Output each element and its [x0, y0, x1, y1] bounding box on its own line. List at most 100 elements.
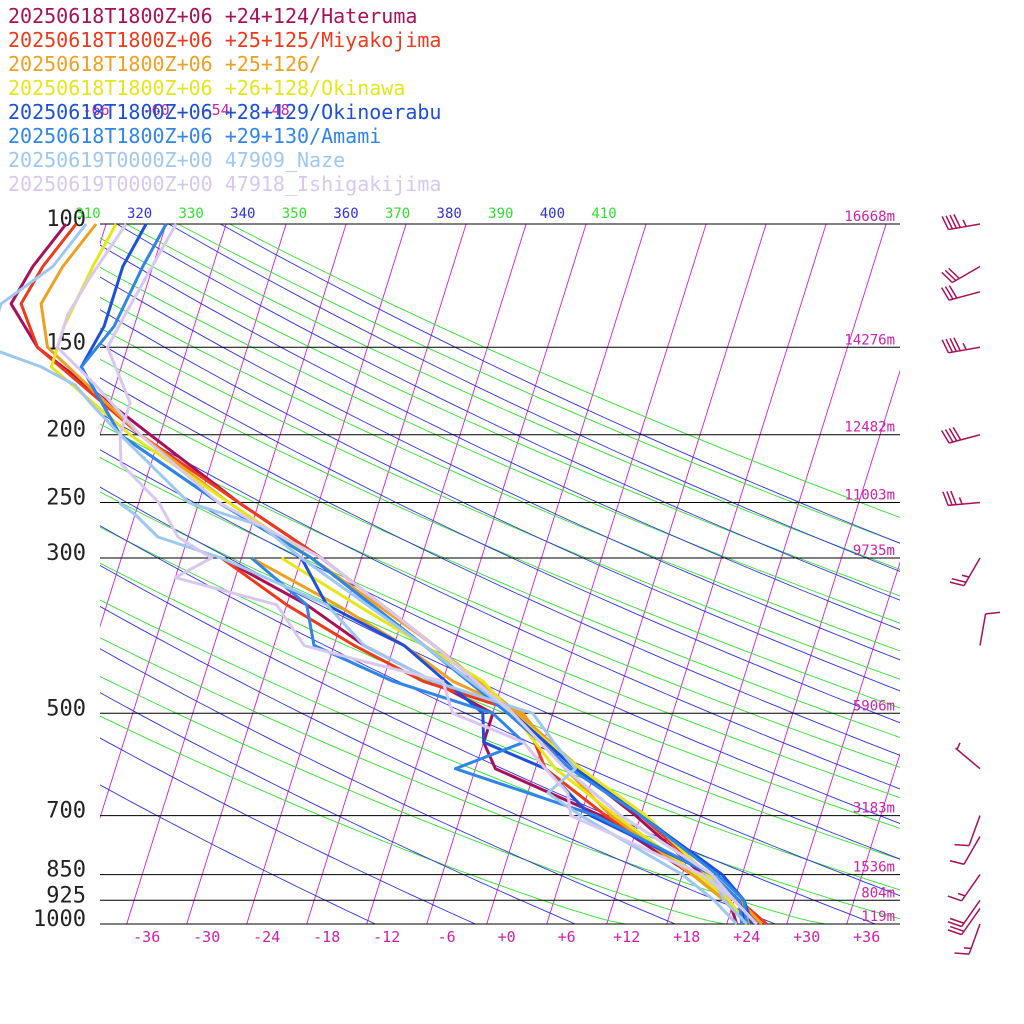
wind-barb: [940, 427, 981, 444]
theta-label: 310: [75, 206, 100, 222]
wind-barb-flag: [954, 952, 970, 955]
isotherm-line: [486, 224, 707, 924]
height-label: 14276m: [844, 332, 895, 348]
pressure-tick-label: 300: [46, 541, 86, 566]
wind-barb-flag: [944, 286, 954, 300]
isotherm-line: [100, 224, 227, 628]
theta-label: 370: [385, 206, 410, 222]
x-tick-label: +0: [498, 928, 516, 946]
wind-barb: [940, 285, 981, 301]
wind-barb-shaft: [968, 923, 981, 955]
wind-barb: [949, 557, 981, 587]
height-label: 3183m: [853, 801, 895, 817]
x-tick-label: +12: [613, 928, 640, 946]
pressure-tick-label: 925: [46, 883, 86, 908]
theta-label: 360: [333, 206, 358, 222]
legend-entry: 20250618T1800Z+06 +25+126/: [8, 52, 321, 76]
wind-barb: [947, 874, 981, 902]
wind-barb-flag: [941, 216, 950, 230]
x-tick-label: -36: [133, 928, 160, 946]
isotherm-line: [907, 224, 1024, 924]
wind-barb-flag: [949, 925, 965, 933]
height-label: 1536m: [853, 860, 895, 876]
x-tick-label: +30: [793, 928, 820, 946]
wind-barb: [941, 265, 981, 284]
wind-barb-flag: [949, 338, 958, 352]
isotherm-line: [846, 752, 900, 924]
wind-barb-flag: [940, 430, 950, 444]
x-tick-label: -24: [253, 928, 280, 946]
wind-barb-shaft: [961, 874, 981, 902]
isotherm-line: [726, 369, 900, 924]
x-tick-label: +24: [733, 928, 760, 946]
dewpoint-profile-line: [117, 501, 738, 926]
theta-label: 410: [591, 206, 616, 222]
wind-barb: [949, 836, 981, 865]
isotherm-label: -54: [203, 101, 230, 119]
wind-barb: [979, 611, 1001, 646]
wind-barb-flag: [946, 491, 953, 506]
isotherm-label: -48: [263, 101, 290, 119]
moist-adiabat-line: [100, 457, 900, 799]
moist-adiabat-line: [100, 390, 900, 738]
wind-barb-shaft: [963, 836, 981, 865]
pressure-tick-label: 850: [46, 858, 86, 883]
moist-adiabat-line: [100, 599, 900, 920]
isotherm-line: [246, 224, 467, 924]
theta-label: 340: [230, 206, 255, 222]
isotherm-line: [126, 224, 347, 924]
moist-adiabat-line: [100, 715, 626, 924]
isotherm-line: [100, 224, 167, 437]
dry-adiabat-line: [100, 449, 900, 824]
wind-barb-shaft: [948, 291, 981, 301]
background-lines: [100, 224, 1024, 924]
wind-barb: [947, 907, 981, 936]
moist-adiabat-line: [100, 358, 900, 709]
wind-barb-half-flag: [963, 947, 972, 950]
theta-label: 400: [540, 206, 565, 222]
isotherm-label: -60: [143, 101, 170, 119]
wind-barb-flag: [947, 929, 962, 936]
pressure-tick-label: 700: [46, 799, 86, 824]
wind-barb-flag: [953, 214, 961, 228]
wind-barb-shaft: [968, 815, 981, 846]
legend-entry: 20250619T0000Z+00 47918_Ishigakijima: [8, 172, 441, 196]
isotherm-line: [606, 224, 827, 924]
wind-barb-shaft: [963, 557, 981, 587]
wind-barb-flag: [949, 917, 965, 924]
wind-barb-flag: [953, 337, 961, 352]
wind-barb: [941, 337, 981, 354]
isotherm-line: [366, 224, 587, 924]
theta-label: 380: [437, 206, 462, 222]
wind-barb-flag: [948, 267, 960, 280]
wind-barb-flag: [948, 428, 958, 442]
legend-entry: 20250618T1800Z+06 +26+128/Okinawa: [8, 76, 405, 100]
wind-barb-flag: [941, 271, 953, 284]
wind-barb-flag: [950, 490, 957, 505]
wind-barb-flag: [945, 215, 954, 230]
wind-barb-shaft: [979, 613, 987, 646]
isotherm-label: -66: [83, 101, 110, 119]
x-tick-label: +18: [673, 928, 700, 946]
height-label: 11003m: [844, 488, 895, 504]
wind-barb-shaft: [961, 899, 981, 927]
wind-barb-half-flag: [962, 342, 967, 351]
moist-adiabat-line: [100, 296, 900, 652]
dry-adiabat-line: [100, 309, 900, 692]
wind-barb: [942, 490, 981, 507]
dry-adiabat-line: [100, 412, 900, 790]
dry-adiabat-line: [100, 525, 900, 897]
wind-barb-shaft: [955, 747, 981, 770]
isotherm-line: [666, 224, 887, 924]
x-tick-label: -12: [373, 928, 400, 946]
wind-barb-flag: [949, 214, 958, 229]
dry-adiabat-line: [100, 244, 900, 631]
legend-entry: 20250619T0000Z+00 47909_Naze: [8, 148, 345, 172]
legend-entry: 20250618T1800Z+06 +24+124/Hateruma: [8, 4, 417, 28]
isotherm-line: [186, 224, 407, 924]
pressure-tick-label: 200: [46, 418, 86, 443]
wind-barb-flag: [944, 269, 957, 282]
wind-barb-flag: [949, 581, 965, 587]
dry-adiabat-line: [100, 486, 900, 860]
wind-barb-half-flag: [958, 497, 963, 505]
